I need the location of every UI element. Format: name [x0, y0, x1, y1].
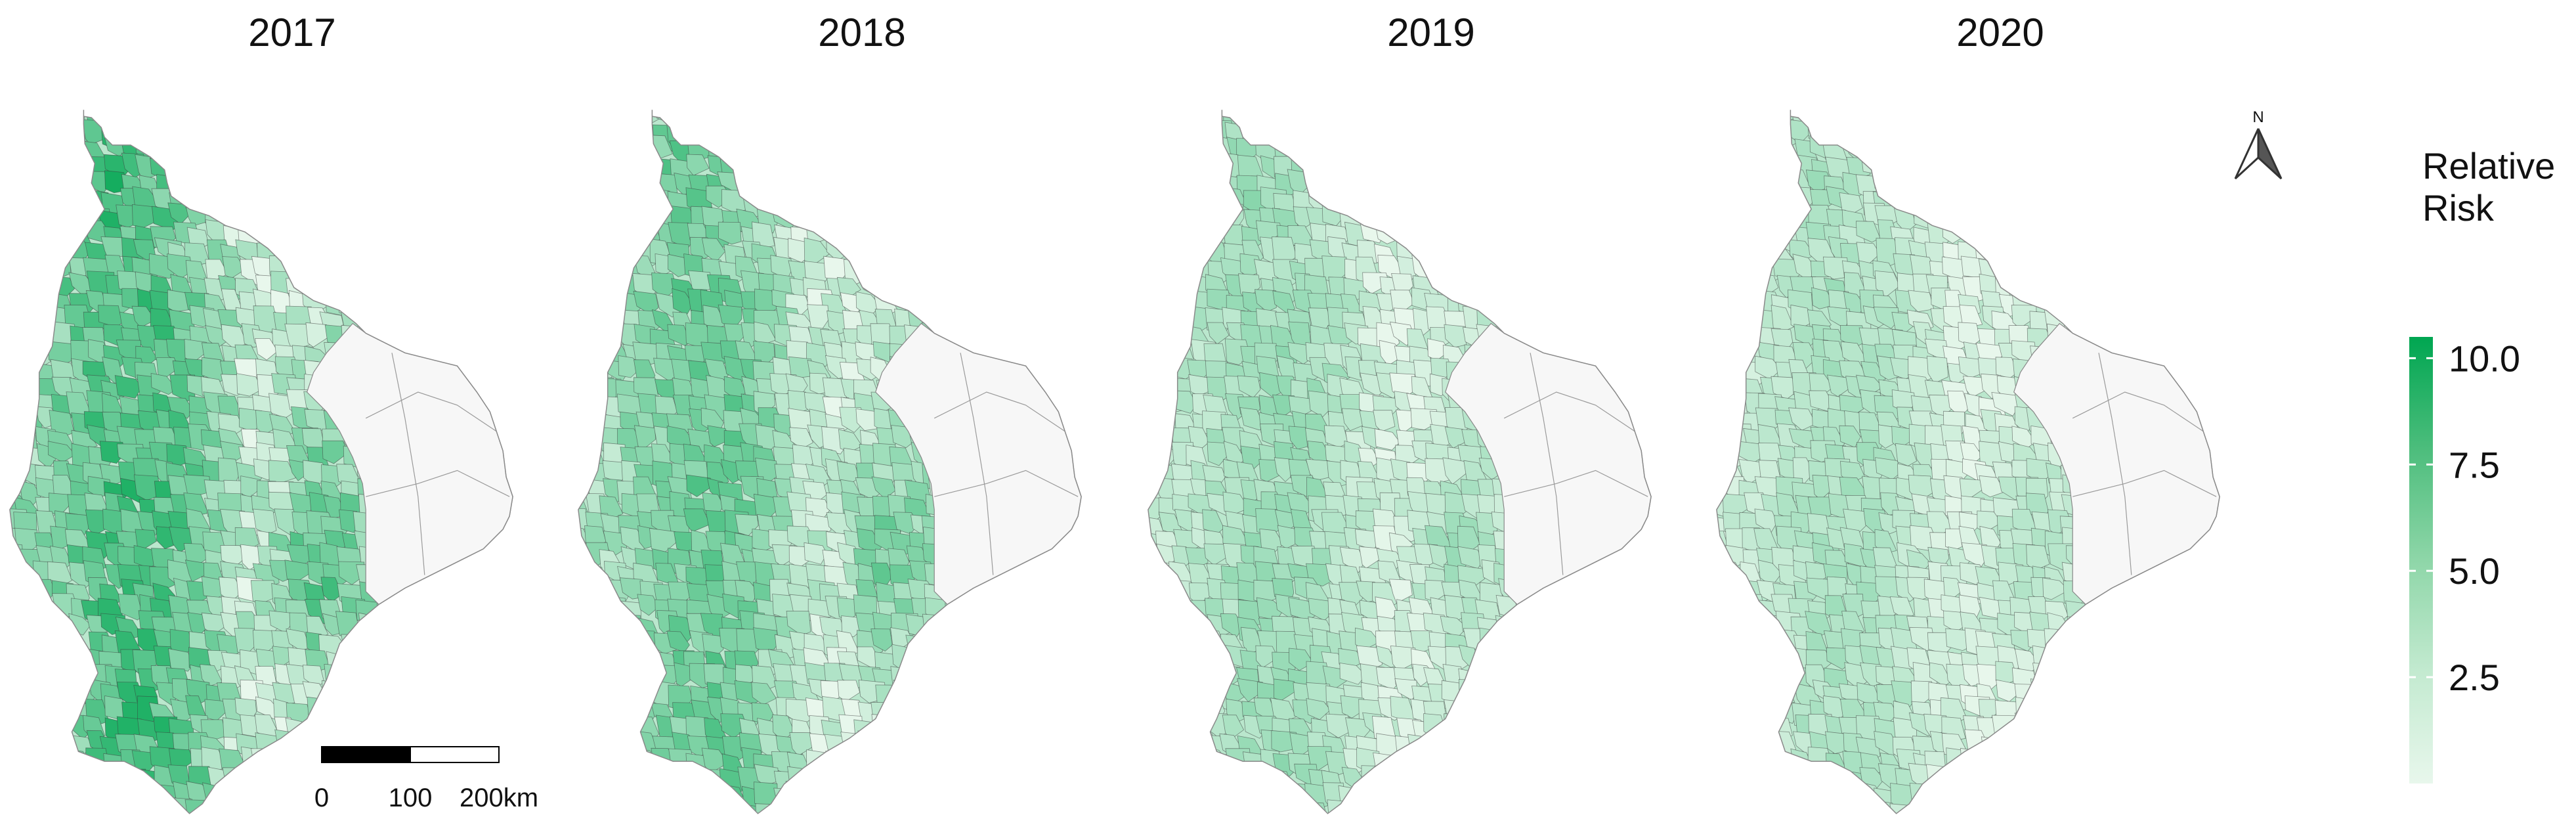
north-arrow-icon: N: [2234, 108, 2283, 180]
legend-tick-label: 7.5: [2449, 444, 2500, 485]
map-panel-2017: [9, 110, 513, 814]
scale-bar-white-segment: [410, 746, 500, 763]
panel-title-2017: 2017: [248, 11, 335, 55]
map-panel-2018: [578, 110, 1082, 814]
map-panel-2019: [1148, 110, 1652, 814]
map-panel-2020: [1716, 110, 2220, 814]
scale-bar-label-100: 100: [389, 783, 433, 812]
legend-title-line2: Risk: [2422, 187, 2495, 229]
panel-title-2019: 2019: [1387, 11, 1474, 55]
north-arrow-label: N: [2252, 108, 2264, 126]
scale-bar: 0 100 200km: [314, 746, 538, 812]
legend-tick-label: 10.0: [2449, 338, 2520, 379]
panel-title-2018: 2018: [818, 11, 905, 55]
legend-title-line1: Relative: [2422, 145, 2555, 187]
legend-tick-label: 5.0: [2449, 550, 2500, 592]
panel-title-2020: 2020: [1956, 11, 2044, 55]
scale-bar-label-0: 0: [314, 783, 329, 812]
scale-bar-black-segment: [321, 746, 411, 763]
scale-bar-label-200km: 200km: [460, 783, 538, 812]
legend: Relative Risk 10.0 7.5 5.0 2.5: [2409, 145, 2555, 783]
legend-color-ramp: [2409, 337, 2433, 783]
legend-tick-label: 2.5: [2449, 657, 2500, 698]
